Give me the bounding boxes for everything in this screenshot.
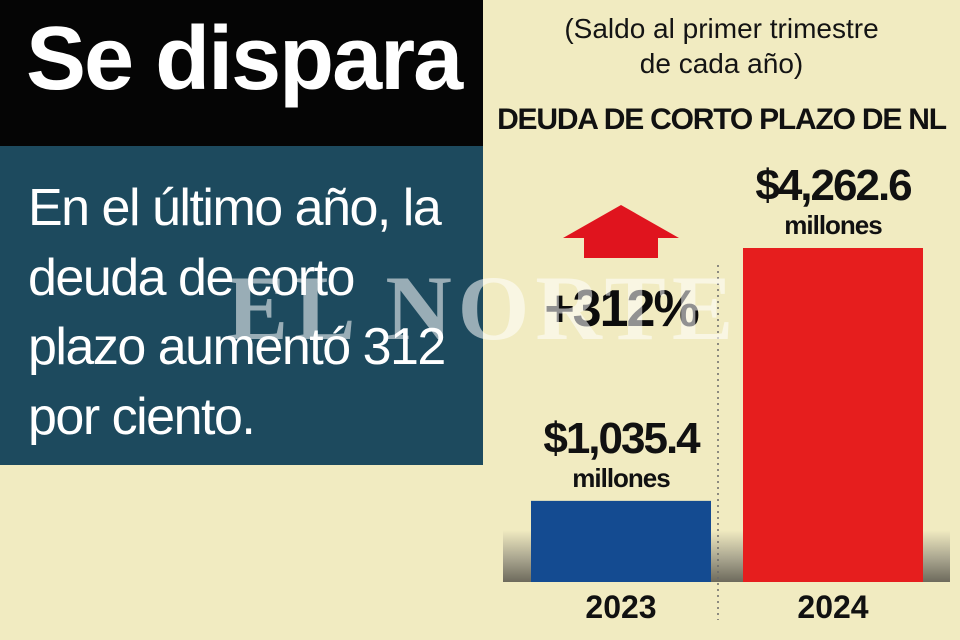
chart-title: DEUDA DE CORTO PLAZO DE NL — [497, 103, 947, 136]
summary-box: En el último año, la deuda de corto plaz… — [0, 146, 483, 465]
category-label-2024: 2024 — [797, 589, 868, 625]
chart-subtitle-line-2: de cada año) — [639, 48, 804, 79]
headline: Se dispara — [26, 9, 463, 109]
category-label-2023: 2023 — [585, 589, 656, 625]
bar-2024 — [743, 248, 923, 582]
bar-2023 — [531, 500, 711, 582]
unit-label-2024: millones — [784, 210, 882, 240]
change-percentage-label: +312% — [544, 280, 698, 338]
headline-box: Se dispara — [0, 0, 483, 146]
value-label-2023: $1,035.4 — [543, 414, 701, 463]
unit-label-2023: millones — [572, 463, 670, 493]
up-arrow-icon — [563, 205, 679, 258]
chart-area: (Saldo al primer trimestre de cada año) … — [227, 0, 960, 640]
value-label-2024: $4,262.6 — [755, 161, 911, 210]
bar-chart: $1,035.4millones2023$4,262.6millones2024… — [503, 161, 950, 625]
summary-text: En el último año, la deuda de corto plaz… — [28, 179, 446, 447]
chart-subtitle-line-1: (Saldo al primer trimestre — [564, 13, 879, 44]
